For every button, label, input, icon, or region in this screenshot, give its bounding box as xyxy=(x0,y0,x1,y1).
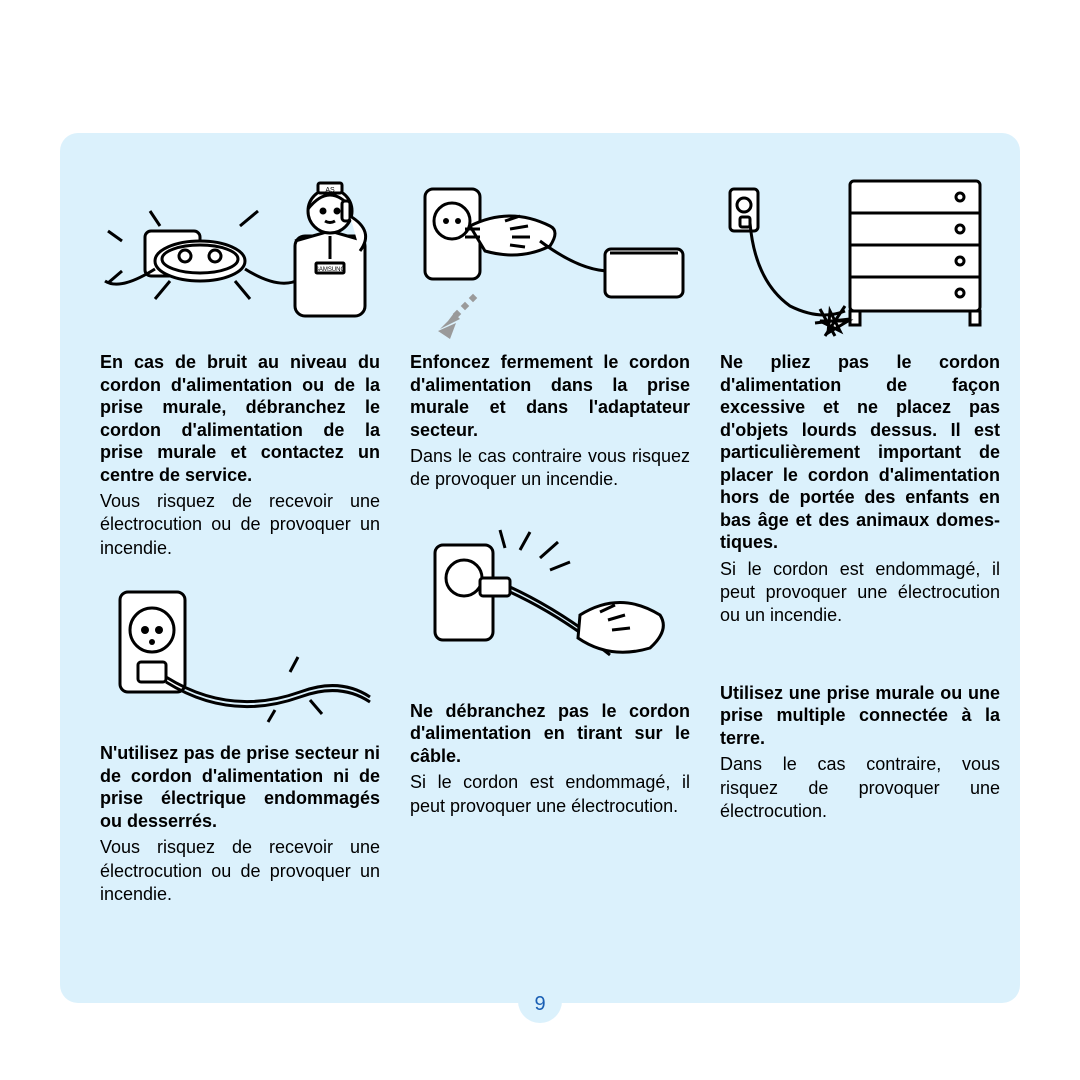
heading: En cas de bruit au niveau du cordon d'al… xyxy=(100,351,380,486)
svg-text:SAMSUNG: SAMSUNG xyxy=(315,267,346,273)
column-3: Ne pliez pas le cordon d'alimentation de… xyxy=(720,171,1000,963)
heading: N'utilisez pas de prise secteur ni de co… xyxy=(100,742,380,832)
page-number-wrap: 9 xyxy=(60,985,1020,1023)
safety-item-1-1: En cas de bruit au niveau du cordon d'al… xyxy=(100,351,380,560)
illustration-furniture-on-cord xyxy=(720,171,1000,341)
body: Dans le cas contraire, vous risquez de p… xyxy=(720,753,1000,823)
body: Dans le cas contraire vous risquez de pr… xyxy=(410,445,690,492)
safety-item-3-1: Ne pliez pas le cordon d'alimentation de… xyxy=(720,351,1000,628)
illustration-pull-cable xyxy=(410,520,690,690)
svg-text:AS: AS xyxy=(325,187,335,194)
column-2: Enfoncez fermement le cordon d'alimentat… xyxy=(410,171,690,963)
column-1: AS SAMSUNG En cas de bruit au niveau du … xyxy=(100,171,380,963)
body: Vous risquez de recevoir une électrocuti… xyxy=(100,490,380,560)
body: Si le cordon est endom­magé, il peut pro… xyxy=(720,558,1000,628)
columns: AS SAMSUNG En cas de bruit au niveau du … xyxy=(100,171,980,963)
safety-item-3-2: Utilisez une prise murale ou une prise m… xyxy=(720,682,1000,824)
safety-item-1-2: N'utilisez pas de prise secteur ni de co… xyxy=(100,742,380,906)
safety-item-2-1: Enfoncez fermement le cordon d'alimentat… xyxy=(410,351,690,492)
manual-page: AS SAMSUNG En cas de bruit au niveau du … xyxy=(60,133,1020,1003)
safety-item-2-2: Ne débranchez pas le cor­don d'alimentat… xyxy=(410,700,690,818)
heading: Utilisez une prise murale ou une prise m… xyxy=(720,682,1000,750)
illustration-power-strip-technician: AS SAMSUNG xyxy=(100,171,380,341)
page-number: 9 xyxy=(518,985,562,1023)
body: Vous risquez de recevoir une électrocuti… xyxy=(100,836,380,906)
illustration-push-plug xyxy=(410,171,690,341)
heading: Enfoncez fermement le cordon d'alimentat… xyxy=(410,351,690,441)
illustration-damaged-cord xyxy=(100,582,380,732)
body: Si le cordon est endom­magé, il peut pro… xyxy=(410,771,690,818)
heading: Ne pliez pas le cordon d'alimentation de… xyxy=(720,351,1000,554)
heading: Ne débranchez pas le cor­don d'alimentat… xyxy=(410,700,690,768)
